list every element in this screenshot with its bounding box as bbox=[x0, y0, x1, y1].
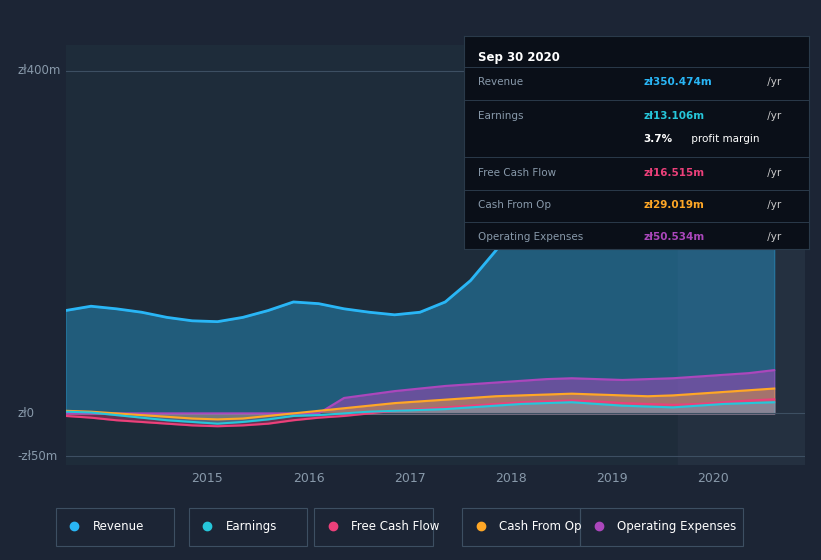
Text: Cash From Op: Cash From Op bbox=[478, 200, 551, 210]
Text: Earnings: Earnings bbox=[226, 520, 277, 533]
Text: /yr: /yr bbox=[764, 111, 781, 121]
Text: zł29.019m: zł29.019m bbox=[643, 200, 704, 210]
Text: zł16.515m: zł16.515m bbox=[643, 169, 704, 178]
Text: Operating Expenses: Operating Expenses bbox=[617, 520, 736, 533]
Text: zł350.474m: zł350.474m bbox=[643, 77, 712, 87]
Text: Operating Expenses: Operating Expenses bbox=[478, 232, 583, 242]
Text: zł13.106m: zł13.106m bbox=[643, 111, 704, 121]
Text: zł0: zł0 bbox=[18, 407, 34, 420]
Text: /yr: /yr bbox=[764, 232, 781, 242]
Text: /yr: /yr bbox=[764, 169, 781, 178]
Text: Cash From Op: Cash From Op bbox=[499, 520, 581, 533]
Text: Revenue: Revenue bbox=[93, 520, 144, 533]
Text: 3.7%: 3.7% bbox=[643, 134, 672, 144]
Text: Free Cash Flow: Free Cash Flow bbox=[478, 169, 556, 178]
Text: zł50.534m: zł50.534m bbox=[643, 232, 704, 242]
Text: Free Cash Flow: Free Cash Flow bbox=[351, 520, 440, 533]
Text: profit margin: profit margin bbox=[688, 134, 759, 144]
Text: /yr: /yr bbox=[764, 77, 781, 87]
Text: Earnings: Earnings bbox=[478, 111, 523, 121]
Text: Revenue: Revenue bbox=[478, 77, 523, 87]
Text: Sep 30 2020: Sep 30 2020 bbox=[478, 52, 560, 64]
Bar bbox=[678, 45, 805, 465]
Text: -zł50m: -zł50m bbox=[18, 450, 58, 463]
Text: /yr: /yr bbox=[764, 200, 781, 210]
Text: zł400m: zł400m bbox=[18, 64, 61, 77]
